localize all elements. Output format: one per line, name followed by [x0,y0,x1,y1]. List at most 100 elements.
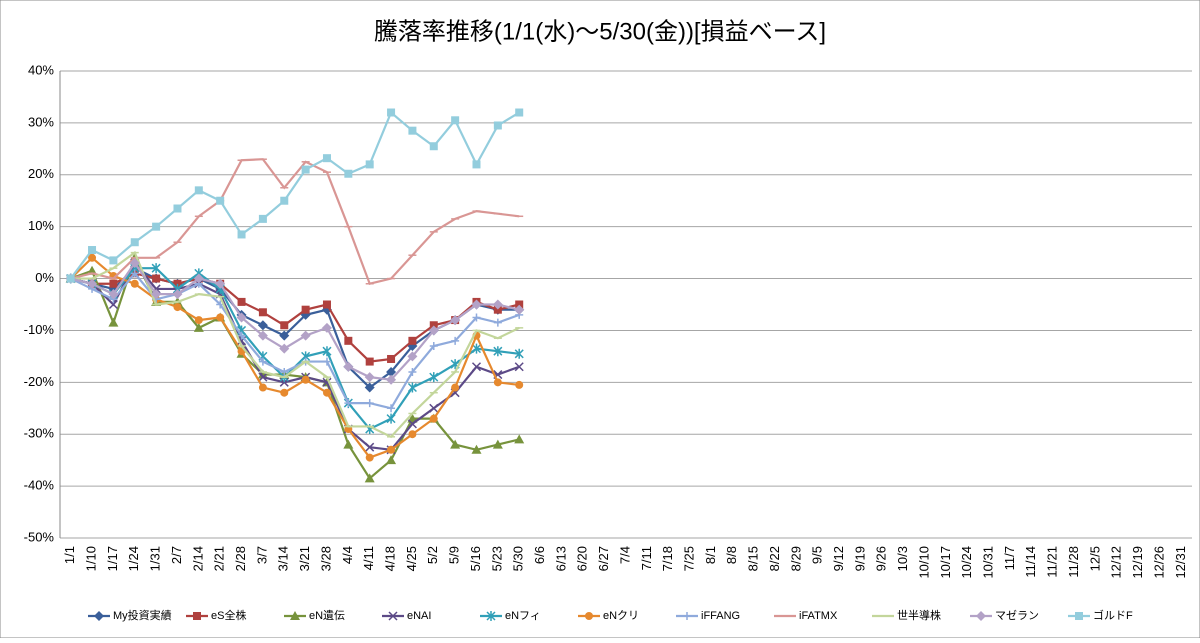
x-tick-label: 8/29 [788,546,803,571]
legend-label: eNクリ [603,609,639,622]
marker [450,439,461,449]
marker [386,366,397,377]
x-tick-label: 3/14 [276,546,291,571]
marker [109,279,118,288]
x-tick-label: 12/12 [1109,546,1124,579]
y-tick-label: 10% [28,218,54,233]
marker [88,246,97,255]
marker [514,362,524,372]
marker [130,279,139,288]
marker [344,169,353,178]
legend-label: iFATMX [799,610,838,622]
legend-label: eNAI [407,610,431,622]
marker [237,230,246,239]
marker [514,304,525,315]
x-tick-label: 2/7 [169,546,184,564]
x-tick-label: 12/31 [1173,546,1188,579]
marker [321,322,332,333]
marker [344,399,353,408]
marker [364,372,375,383]
x-tick-label: 10/31 [981,546,996,579]
marker [151,289,162,300]
x-tick-label: 4/4 [340,546,355,564]
marker [386,413,396,424]
series-line [69,110,520,280]
y-tick-label: 0% [35,270,54,285]
x-tick-label: 6/20 [575,546,590,571]
x-tick-label: 1/10 [83,546,98,571]
marker [108,289,119,300]
y-tick-label: -30% [24,426,55,441]
marker [386,455,397,465]
marker [429,342,438,351]
marker [515,380,524,389]
marker [257,320,268,331]
marker [408,126,417,135]
series [66,158,524,286]
x-tick-label: 10/17 [938,546,953,579]
marker [88,253,97,262]
y-tick-label: 20% [28,166,54,181]
marker [216,196,225,205]
marker [322,388,331,397]
marker [387,445,396,454]
marker [194,316,203,325]
marker [585,612,593,620]
marker [450,315,461,326]
marker [322,154,331,163]
y-tick-label: 30% [28,114,54,129]
marker [66,274,75,283]
legend-label: My投資実績 [113,608,172,622]
marker [364,382,375,393]
marker [683,612,691,620]
marker [387,354,396,363]
marker [108,317,119,327]
series-line [70,158,520,286]
marker [322,357,331,366]
x-tick-label: 8/1 [703,546,718,564]
marker [493,378,502,387]
marker [152,222,161,231]
x-tick-label: 5/9 [447,546,462,564]
x-tick-label: 8/22 [767,546,782,571]
x-tick-label: 9/12 [831,546,846,571]
marker [129,257,140,268]
x-tick-label: 7/25 [682,546,697,571]
marker [429,372,439,383]
marker [408,367,417,376]
x-tick-label: 3/28 [318,546,333,571]
marker [94,611,104,621]
x-tick-label: 11/7 [1002,546,1017,570]
x-tick-label: 5/30 [511,546,526,571]
series [66,108,524,283]
marker [514,434,525,444]
x-tick-label: 10/10 [916,546,931,579]
marker [976,611,986,621]
marker [300,330,311,341]
x-tick-label: 8/15 [746,546,761,571]
marker [388,611,398,621]
marker [280,321,289,330]
x-tick-label: 2/14 [190,546,205,571]
marker [258,372,268,382]
marker [472,160,481,169]
marker [486,611,496,621]
x-tick-label: 7/4 [617,546,632,564]
marker [109,256,118,265]
marker [87,265,98,275]
y-tick-label: 40% [28,62,54,77]
marker [407,351,418,362]
marker [280,196,289,205]
x-tick-label: 4/25 [404,546,419,571]
marker [471,343,482,354]
marker [451,336,460,345]
x-tick-label: 12/19 [1130,546,1145,579]
marker [172,289,183,300]
marker [237,297,246,306]
x-tick-label: 3/21 [297,546,312,571]
x-tick-label: 6/6 [532,546,547,564]
marker [237,331,246,340]
series-line [70,271,520,410]
x-tick-label: 5/2 [425,546,440,564]
